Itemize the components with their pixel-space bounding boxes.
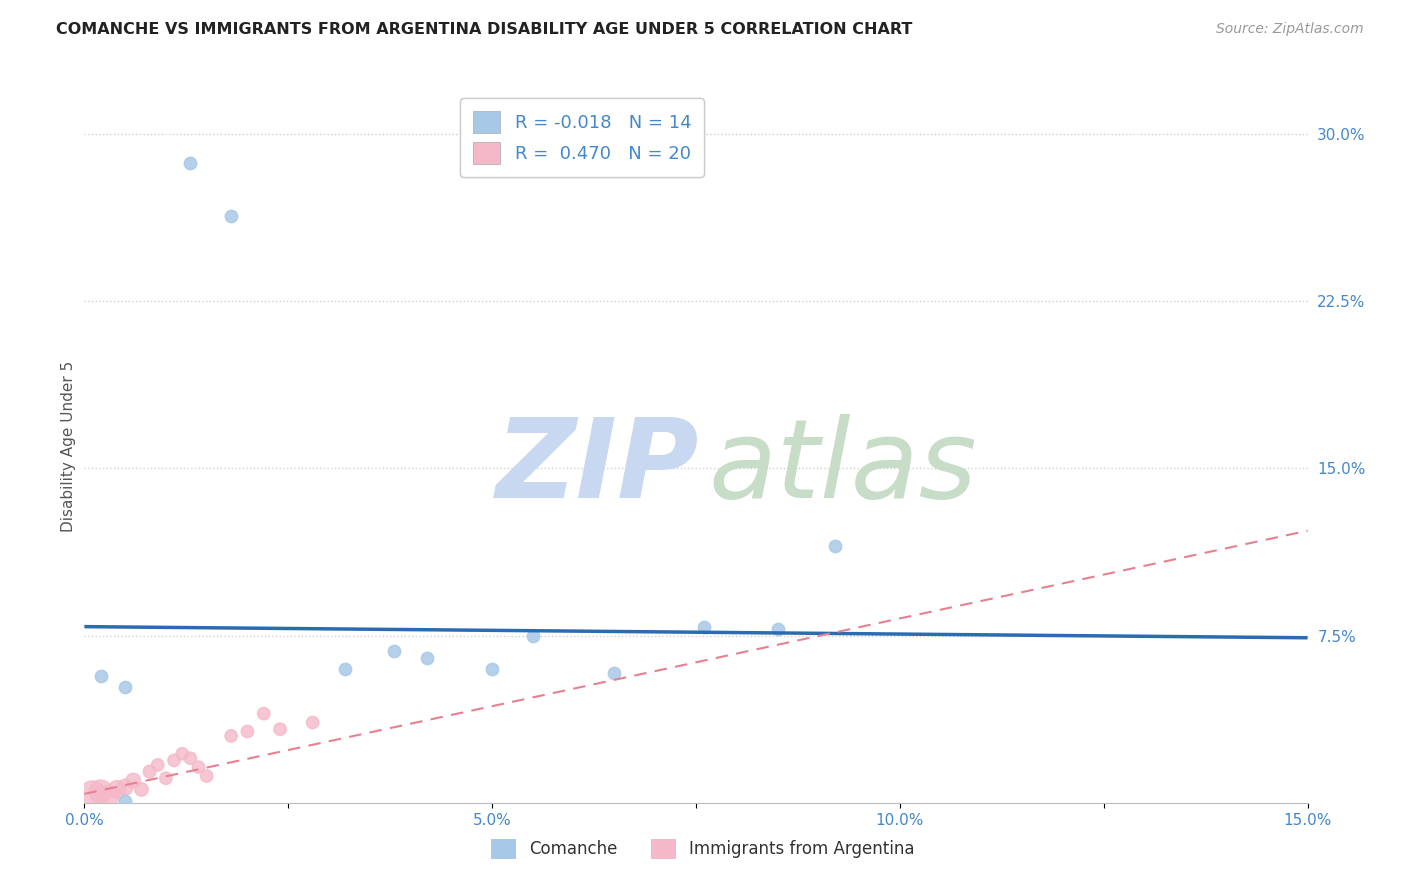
Point — [219, 209, 242, 223]
Point — [114, 780, 136, 794]
Point — [114, 794, 136, 808]
Point — [82, 787, 104, 801]
Point — [146, 757, 169, 772]
Point — [335, 662, 357, 676]
Point — [163, 753, 186, 767]
Legend: Comanche, Immigrants from Argentina: Comanche, Immigrants from Argentina — [485, 832, 921, 866]
Point — [131, 782, 153, 797]
Point — [138, 764, 160, 779]
Text: ZIP: ZIP — [496, 414, 700, 521]
Text: Source: ZipAtlas.com: Source: ZipAtlas.com — [1216, 22, 1364, 37]
Point — [90, 785, 112, 799]
Point — [253, 706, 276, 721]
Point — [172, 747, 194, 761]
Point — [301, 715, 323, 730]
Text: COMANCHE VS IMMIGRANTS FROM ARGENTINA DISABILITY AGE UNDER 5 CORRELATION CHART: COMANCHE VS IMMIGRANTS FROM ARGENTINA DI… — [56, 22, 912, 37]
Point — [416, 651, 439, 665]
Point — [522, 628, 544, 642]
Point — [179, 751, 201, 765]
Text: atlas: atlas — [709, 414, 977, 521]
Point — [693, 619, 716, 633]
Point — [155, 771, 177, 786]
Point — [269, 723, 291, 737]
Point — [195, 769, 218, 783]
Point — [179, 155, 201, 169]
Point — [824, 539, 846, 553]
Point — [481, 662, 503, 676]
Point — [236, 724, 259, 739]
Legend: R = -0.018   N = 14, R =  0.470   N = 20: R = -0.018 N = 14, R = 0.470 N = 20 — [460, 98, 704, 177]
Point — [114, 680, 136, 694]
Point — [105, 782, 128, 797]
Y-axis label: Disability Age Under 5: Disability Age Under 5 — [60, 360, 76, 532]
Point — [90, 669, 112, 683]
Point — [187, 760, 209, 774]
Point — [97, 789, 120, 803]
Point — [122, 773, 145, 788]
Point — [766, 622, 789, 636]
Point — [219, 729, 242, 743]
Point — [603, 666, 626, 681]
Point — [382, 644, 405, 658]
